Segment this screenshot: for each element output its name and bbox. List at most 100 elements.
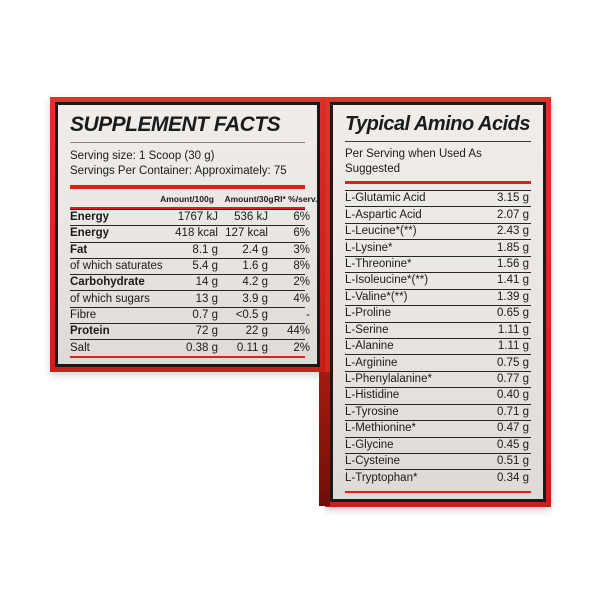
amino-acid-amount: 2.43 g (497, 225, 529, 238)
amino-acid-name: L-Phenylalanine* (345, 373, 432, 386)
amino-acid-name: L-Isoleucine*(**) (345, 274, 429, 287)
nutrient-amount-30g: <0.5 g (235, 308, 268, 321)
amino-acid-amount: 1.85 g (497, 241, 529, 254)
nutrient-amount-100g: 1767 kJ (177, 211, 218, 224)
amino-acid-amount: 1.41 g (497, 274, 529, 287)
amino-acid-amount: 0.45 g (497, 438, 529, 451)
table-row: Fat 8.1 g 2.4 g 3% (70, 241, 310, 258)
nutrient-label: Carbohydrate (70, 276, 145, 289)
table-row: of which sugars 13 g 3.9 g 4% (70, 290, 310, 306)
red-divider-bottom (70, 355, 305, 358)
nutrient-amount-30g: 4.2 g (242, 276, 268, 289)
amino-footnotes: *Essential Amino Acids **BCAAs (branch c… (345, 499, 531, 500)
nutrient-amount-100g: 0.7 g (192, 308, 218, 321)
amino-acid-amount: 0.40 g (497, 389, 529, 402)
nutrient-ri-percent: 8% (293, 260, 310, 273)
amino-acid-amount: 1.11 g (497, 340, 529, 353)
amino-acids-title: Typical Amino Acids (345, 113, 531, 142)
list-item: L-Tyrosine 0.71 g (345, 403, 531, 420)
table-row: of which saturates 5.4 g 1.6 g 8% (70, 257, 310, 274)
nutrient-amount-100g: 72 g (195, 325, 218, 338)
red-divider-bottom (345, 490, 531, 493)
amino-acid-amount: 1.56 g (497, 257, 529, 270)
nutrient-ri-percent: 6% (293, 227, 310, 240)
amino-acids-panel: Typical Amino Acids Per Serving when Use… (325, 97, 551, 507)
nutrient-amount-30g: 127 kcal (225, 227, 268, 240)
serving-info: Serving size: 1 Scoop (30 g) Servings Pe… (70, 149, 305, 179)
panel-gap-shadow (319, 372, 330, 506)
nutrient-amount-30g: 2.4 g (242, 243, 268, 256)
nutrient-amount-30g: 536 kJ (234, 211, 268, 224)
list-item: L-Histidine 0.40 g (345, 387, 531, 403)
list-item: L-Valine*(**) 1.39 g (345, 288, 531, 305)
nutrient-label: Energy (70, 211, 109, 224)
amino-acid-name: L-Arginine (345, 356, 398, 369)
nutrient-label: Fibre (70, 308, 97, 321)
red-divider-thick (345, 181, 531, 184)
amino-acids-list: L-Glutamic Acid 3.15 g L-Aspartic Acid 2… (345, 190, 531, 486)
amino-acid-name: L-Alanine (345, 340, 394, 353)
list-item: L-Aspartic Acid 2.07 g (345, 206, 531, 222)
serving-size: Serving size: 1 Scoop (30 g) (70, 150, 215, 162)
amino-acid-amount: 0.65 g (497, 307, 529, 320)
nutrient-amount-100g: 0.38 g (186, 341, 218, 354)
amino-acid-name: L-Proline (345, 307, 392, 320)
nutrient-ri-percent: 44% (286, 325, 310, 338)
servings-per-container: Servings Per Container: Approximately: 7… (70, 165, 287, 177)
list-item: L-Proline 0.65 g (345, 305, 531, 321)
amino-acid-name: L-Glutamic Acid (345, 192, 426, 205)
red-divider-thin (70, 207, 305, 209)
list-item: L-Methionine* 0.47 g (345, 420, 531, 436)
list-item: L-Alanine 1.11 g (345, 337, 531, 354)
reference-intake-footnote: *RI - REFERENCE INTAKE OF AN AVERAGE ADU… (70, 362, 317, 364)
nutrient-amount-100g: 14 g (195, 276, 218, 289)
nutrient-label: Protein (70, 325, 110, 338)
list-item: L-Leucine*(**) 2.43 g (345, 222, 531, 239)
list-item: L-Phenylalanine* 0.77 g (345, 370, 531, 387)
list-item: L-Cysteine 0.51 g (345, 453, 531, 469)
amino-acid-name: L-Histidine (345, 389, 400, 402)
amino-acid-name: L-Leucine*(**) (345, 225, 417, 238)
amino-acids-inner: Typical Amino Acids Per Serving when Use… (330, 102, 546, 502)
amino-acid-amount: 0.75 g (497, 356, 529, 369)
amino-acid-name: L-Tyrosine (345, 405, 399, 418)
nutrition-table: Energy 1767 kJ 536 kJ 6% Energy 418 kcal… (70, 209, 310, 356)
nutrient-label: Salt (70, 341, 90, 354)
nutrient-ri-percent: - (306, 308, 310, 321)
amino-acid-name: L-Serine (345, 323, 389, 336)
amino-acid-amount: 3.15 g (497, 192, 529, 205)
list-item: L-Threonine* 1.56 g (345, 255, 531, 272)
amino-acid-name: L-Aspartic Acid (345, 208, 422, 221)
amino-acid-name: L-Glycine (345, 438, 394, 451)
list-item: L-Lysine* 1.85 g (345, 239, 531, 255)
red-divider-thick (70, 185, 305, 189)
list-item: L-Glutamic Acid 3.15 g (345, 190, 531, 206)
list-item: L-Isoleucine*(**) 1.41 g (345, 272, 531, 288)
amino-acid-amount: 0.77 g (497, 373, 529, 386)
nutrient-ri-percent: 4% (293, 292, 310, 305)
amino-acid-name: L-Threonine* (345, 257, 412, 270)
table-row: Energy 1767 kJ 536 kJ 6% (70, 209, 310, 225)
nutrient-label: of which saturates (70, 260, 163, 273)
supplement-facts-panel: SUPPLEMENT FACTS Serving size: 1 Scoop (… (50, 97, 325, 372)
nutrition-column-headers: Amount/100g Amount/30g RI* %/serv. (70, 192, 317, 207)
amino-acid-name: L-Methionine* (345, 422, 416, 435)
nutrient-amount-100g: 5.4 g (192, 260, 218, 273)
nutrient-amount-100g: 418 kcal (175, 227, 218, 240)
nutrient-ri-percent: 6% (293, 211, 310, 224)
table-row: Protein 72 g 22 g 44% (70, 323, 310, 339)
supplement-facts-title: SUPPLEMENT FACTS (70, 113, 305, 143)
amino-acid-name: L-Tryptophan* (345, 471, 418, 484)
list-item: L-Glycine 0.45 g (345, 436, 531, 453)
list-item: L-Serine 1.11 g (345, 321, 531, 338)
list-item: L-Arginine 0.75 g (345, 354, 531, 370)
nutrient-ri-percent: 3% (293, 243, 310, 256)
table-row: Fibre 0.7 g <0.5 g - (70, 306, 310, 323)
table-row: Energy 418 kcal 127 kcal 6% (70, 225, 310, 241)
nutrient-label: Fat (70, 243, 88, 256)
nutrient-amount-30g: 0.11 g (236, 341, 268, 354)
amino-acid-amount: 0.34 g (497, 471, 529, 484)
amino-acid-amount: 0.51 g (497, 455, 529, 468)
nutrient-amount-30g: 22 g (245, 325, 268, 338)
amino-acid-name: L-Lysine* (345, 241, 393, 254)
